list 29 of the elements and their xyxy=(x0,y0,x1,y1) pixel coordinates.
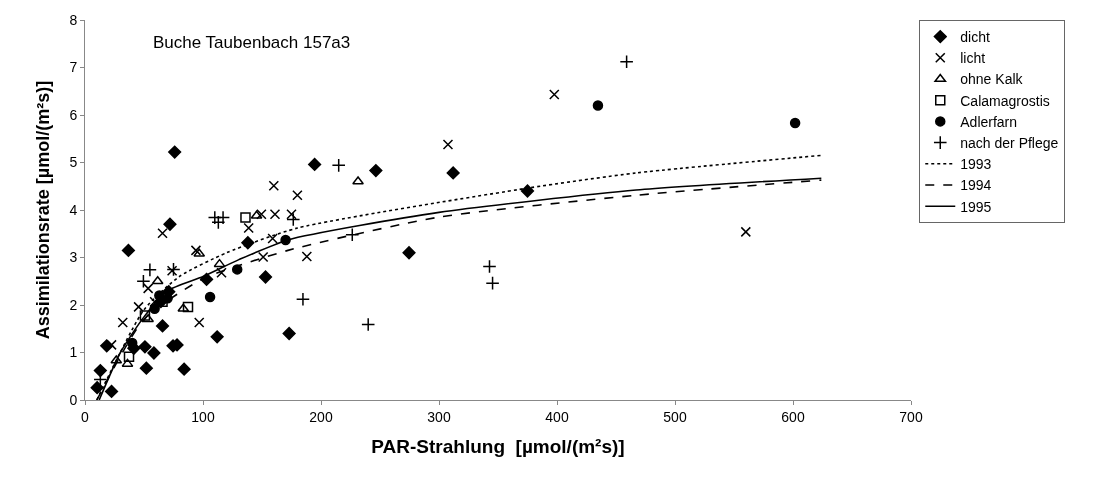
y-tick-label: 6 xyxy=(69,106,78,123)
y-tick-label: 3 xyxy=(69,249,78,266)
legend-label: ohne Kalk xyxy=(960,71,1024,88)
legend-label: Calamagrostis xyxy=(960,92,1050,109)
y-tick-label: 5 xyxy=(69,154,78,171)
legend-label: 1994 xyxy=(960,177,992,194)
x-tick-label: 100 xyxy=(191,408,215,425)
y-tick-label: 4 xyxy=(69,201,78,218)
x-axis-title: PAR-Strahlung [µmol/(m²s)] xyxy=(371,435,625,457)
legend-label: dicht xyxy=(960,29,990,46)
y-axis-title: Assimilationsrate [µmol/(m²s)] xyxy=(32,80,53,340)
x-tick-label: 400 xyxy=(545,408,569,425)
x-tick-label: 0 xyxy=(81,408,90,425)
x-tick-label: 300 xyxy=(427,408,451,425)
y-tick-label: 0 xyxy=(69,391,78,408)
y-tick-label: 1 xyxy=(69,344,78,361)
annotation: Buche Taubenbach 157a3 xyxy=(153,33,351,52)
x-tick-label: 600 xyxy=(781,408,805,425)
x-tick-label: 500 xyxy=(663,408,687,425)
legend-label: nach der Pflege xyxy=(960,135,1059,152)
x-tick-label: 700 xyxy=(899,408,923,425)
y-tick-label: 8 xyxy=(69,11,78,28)
legend-label: 1993 xyxy=(960,156,992,173)
y-tick-label: 7 xyxy=(69,59,78,76)
x-tick-label: 200 xyxy=(309,408,333,425)
legend-label: 1995 xyxy=(960,198,992,215)
legend-label: Adlerfarn xyxy=(960,113,1018,130)
legend-label: licht xyxy=(960,50,986,67)
y-tick-label: 2 xyxy=(69,296,78,313)
